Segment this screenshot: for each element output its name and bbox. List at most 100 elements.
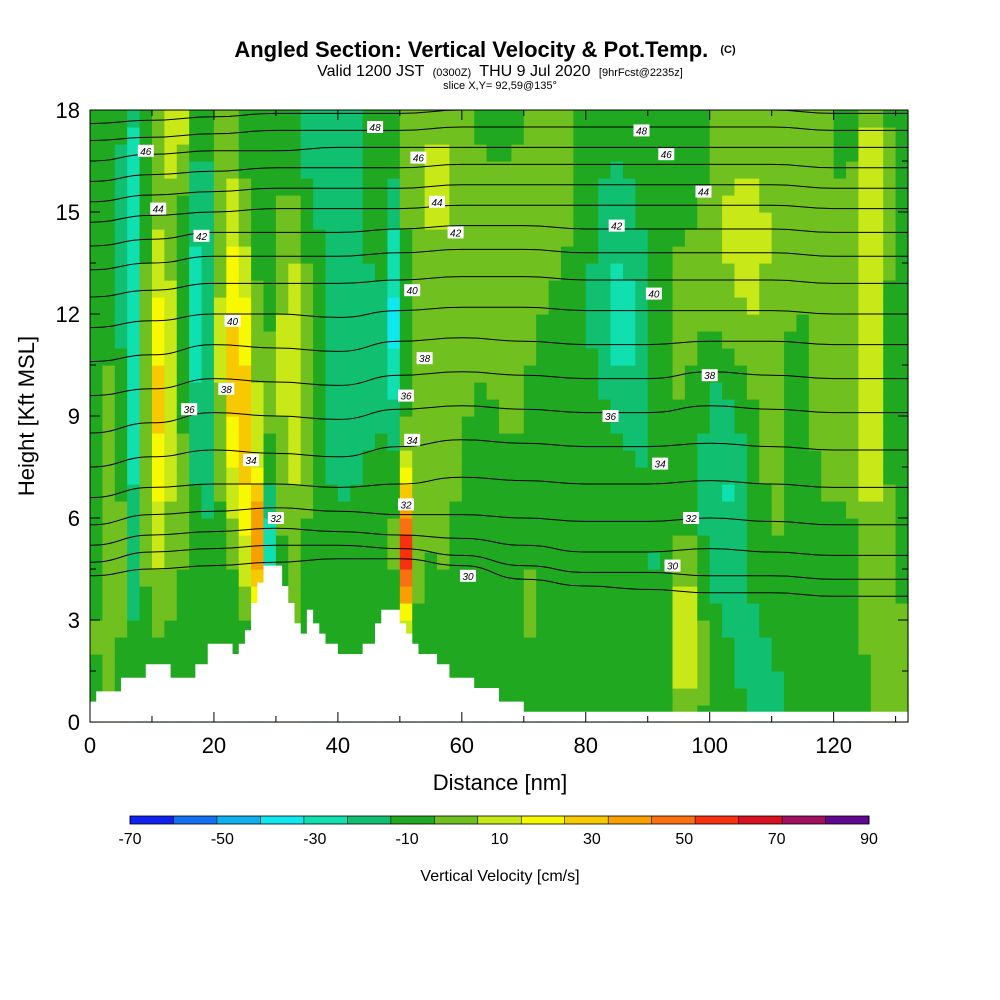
velocity-cell xyxy=(821,246,835,264)
velocity-cell xyxy=(499,399,512,417)
velocity-cell xyxy=(201,450,215,468)
velocity-cell xyxy=(709,280,723,298)
velocity-cell xyxy=(164,161,178,179)
velocity-cell xyxy=(722,331,736,349)
velocity-cell xyxy=(114,637,128,655)
velocity-cell xyxy=(511,399,525,417)
velocity-cell xyxy=(176,484,190,502)
velocity-cell xyxy=(598,569,612,587)
velocity-cell xyxy=(734,195,748,213)
velocity-cell xyxy=(672,161,686,179)
velocity-cell xyxy=(635,416,649,434)
velocity-cell xyxy=(610,314,624,332)
velocity-cell xyxy=(647,637,661,655)
velocity-cell xyxy=(189,620,203,638)
velocity-cell xyxy=(536,246,550,264)
velocity-cell xyxy=(375,348,389,366)
velocity-cell xyxy=(213,246,227,264)
velocity-cell xyxy=(548,416,562,434)
velocity-cell xyxy=(275,246,289,264)
velocity-cell xyxy=(870,348,884,366)
velocity-cell xyxy=(585,331,599,349)
velocity-cell xyxy=(573,433,587,451)
velocity-cell xyxy=(486,195,500,213)
velocity-cell xyxy=(573,450,587,468)
velocity-cell xyxy=(746,110,760,128)
velocity-cell xyxy=(709,501,723,519)
velocity-cell xyxy=(883,212,897,230)
velocity-cell xyxy=(238,144,252,162)
velocity-cell xyxy=(263,382,277,400)
velocity-cell xyxy=(362,297,376,315)
velocity-cell xyxy=(598,365,612,383)
velocity-cell xyxy=(560,654,574,672)
velocity-cell xyxy=(213,518,227,536)
velocity-cell xyxy=(424,246,438,264)
velocity-cell xyxy=(870,535,884,553)
velocity-cell xyxy=(412,161,426,179)
velocity-cell xyxy=(622,297,636,315)
velocity-cell xyxy=(523,501,537,519)
velocity-cell xyxy=(573,654,587,672)
velocity-cell xyxy=(722,178,736,196)
velocity-cell xyxy=(883,569,897,587)
velocity-cell xyxy=(226,603,240,621)
svg-text:36: 36 xyxy=(400,392,412,403)
velocity-cell xyxy=(139,161,153,179)
velocity-cell xyxy=(127,467,141,485)
isentrope-line xyxy=(89,544,908,580)
velocity-cell xyxy=(722,212,736,230)
velocity-cell xyxy=(684,229,698,247)
velocity-cell xyxy=(610,552,624,570)
velocity-cell xyxy=(337,365,351,383)
velocity-cell xyxy=(127,297,141,315)
colorbar-swatch xyxy=(434,816,479,824)
velocity-cell xyxy=(560,382,574,400)
velocity-cell xyxy=(151,110,165,128)
velocity-cell xyxy=(213,280,227,298)
velocity-cell xyxy=(684,246,698,264)
velocity-cell xyxy=(722,688,736,706)
velocity-cell xyxy=(176,263,190,281)
velocity-cell xyxy=(102,654,116,672)
title-slice: slice X,Y= 92,59@135° xyxy=(443,80,557,92)
velocity-cell xyxy=(548,399,562,417)
velocity-cell xyxy=(647,195,661,213)
velocity-cell xyxy=(709,467,723,485)
velocity-cell xyxy=(808,229,822,247)
velocity-cell xyxy=(139,331,153,349)
y-tick-label: 18 xyxy=(56,98,80,123)
velocity-cell xyxy=(858,637,872,655)
velocity-cell xyxy=(684,178,698,196)
velocity-cell xyxy=(139,195,153,213)
velocity-cell xyxy=(709,535,723,553)
velocity-cell xyxy=(660,161,674,179)
velocity-cell xyxy=(536,212,550,230)
velocity-cell xyxy=(746,280,760,298)
velocity-cell xyxy=(833,314,847,332)
velocity-cell xyxy=(90,348,103,366)
velocity-cell xyxy=(759,246,773,264)
velocity-cell xyxy=(201,603,215,621)
velocity-cell xyxy=(672,501,686,519)
velocity-cell xyxy=(337,144,351,162)
velocity-cell xyxy=(189,467,203,485)
velocity-cell xyxy=(784,127,798,145)
velocity-cell xyxy=(151,569,165,587)
velocity-cell xyxy=(362,161,376,179)
velocity-cell xyxy=(746,688,760,706)
velocity-cell xyxy=(722,382,736,400)
velocity-cell xyxy=(610,161,624,179)
velocity-cell xyxy=(176,297,190,315)
velocity-cell xyxy=(660,297,674,315)
velocity-cell xyxy=(350,212,364,230)
velocity-cell xyxy=(821,450,835,468)
velocity-cell xyxy=(213,467,227,485)
velocity-cell xyxy=(635,263,649,281)
velocity-cell xyxy=(238,212,252,230)
velocity-cell xyxy=(833,297,847,315)
velocity-cell xyxy=(375,314,389,332)
velocity-cell xyxy=(350,365,364,383)
velocity-cell xyxy=(313,144,327,162)
velocity-cell xyxy=(437,620,451,638)
